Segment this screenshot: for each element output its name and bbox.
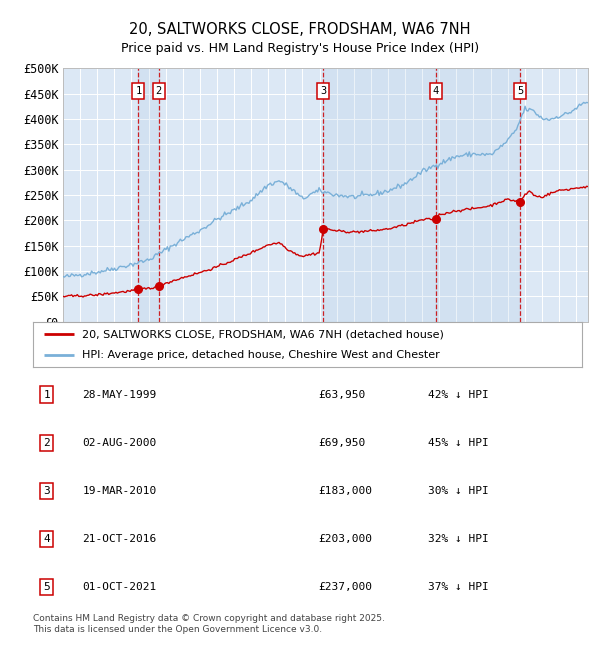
- Text: 4: 4: [43, 534, 50, 544]
- Text: 02-AUG-2000: 02-AUG-2000: [82, 437, 157, 448]
- Text: 30% ↓ HPI: 30% ↓ HPI: [428, 486, 489, 496]
- Text: 42% ↓ HPI: 42% ↓ HPI: [428, 389, 489, 400]
- Text: 2: 2: [155, 86, 162, 96]
- Text: 20, SALTWORKS CLOSE, FRODSHAM, WA6 7NH (detached house): 20, SALTWORKS CLOSE, FRODSHAM, WA6 7NH (…: [82, 329, 444, 339]
- Text: 37% ↓ HPI: 37% ↓ HPI: [428, 582, 489, 592]
- Text: £237,000: £237,000: [319, 582, 373, 592]
- Text: 5: 5: [43, 582, 50, 592]
- Text: HPI: Average price, detached house, Cheshire West and Chester: HPI: Average price, detached house, Ches…: [82, 350, 440, 360]
- Text: 45% ↓ HPI: 45% ↓ HPI: [428, 437, 489, 448]
- Bar: [139, 68, 158, 322]
- Text: 32% ↓ HPI: 32% ↓ HPI: [428, 534, 489, 544]
- Text: £63,950: £63,950: [319, 389, 366, 400]
- Text: £183,000: £183,000: [319, 486, 373, 496]
- Text: 21-OCT-2016: 21-OCT-2016: [82, 534, 157, 544]
- Bar: [323, 68, 436, 322]
- Text: £69,950: £69,950: [319, 437, 366, 448]
- Text: 19-MAR-2010: 19-MAR-2010: [82, 486, 157, 496]
- Bar: [436, 68, 520, 322]
- Text: 01-OCT-2021: 01-OCT-2021: [82, 582, 157, 592]
- Text: Price paid vs. HM Land Registry's House Price Index (HPI): Price paid vs. HM Land Registry's House …: [121, 42, 479, 55]
- Text: £203,000: £203,000: [319, 534, 373, 544]
- Text: 20, SALTWORKS CLOSE, FRODSHAM, WA6 7NH: 20, SALTWORKS CLOSE, FRODSHAM, WA6 7NH: [129, 21, 471, 37]
- Text: 3: 3: [320, 86, 326, 96]
- Text: 1: 1: [43, 389, 50, 400]
- Text: 2: 2: [43, 437, 50, 448]
- Text: 1: 1: [135, 86, 142, 96]
- Text: 5: 5: [517, 86, 524, 96]
- Text: 28-MAY-1999: 28-MAY-1999: [82, 389, 157, 400]
- Text: Contains HM Land Registry data © Crown copyright and database right 2025.
This d: Contains HM Land Registry data © Crown c…: [33, 614, 385, 634]
- Text: 4: 4: [433, 86, 439, 96]
- Text: 3: 3: [43, 486, 50, 496]
